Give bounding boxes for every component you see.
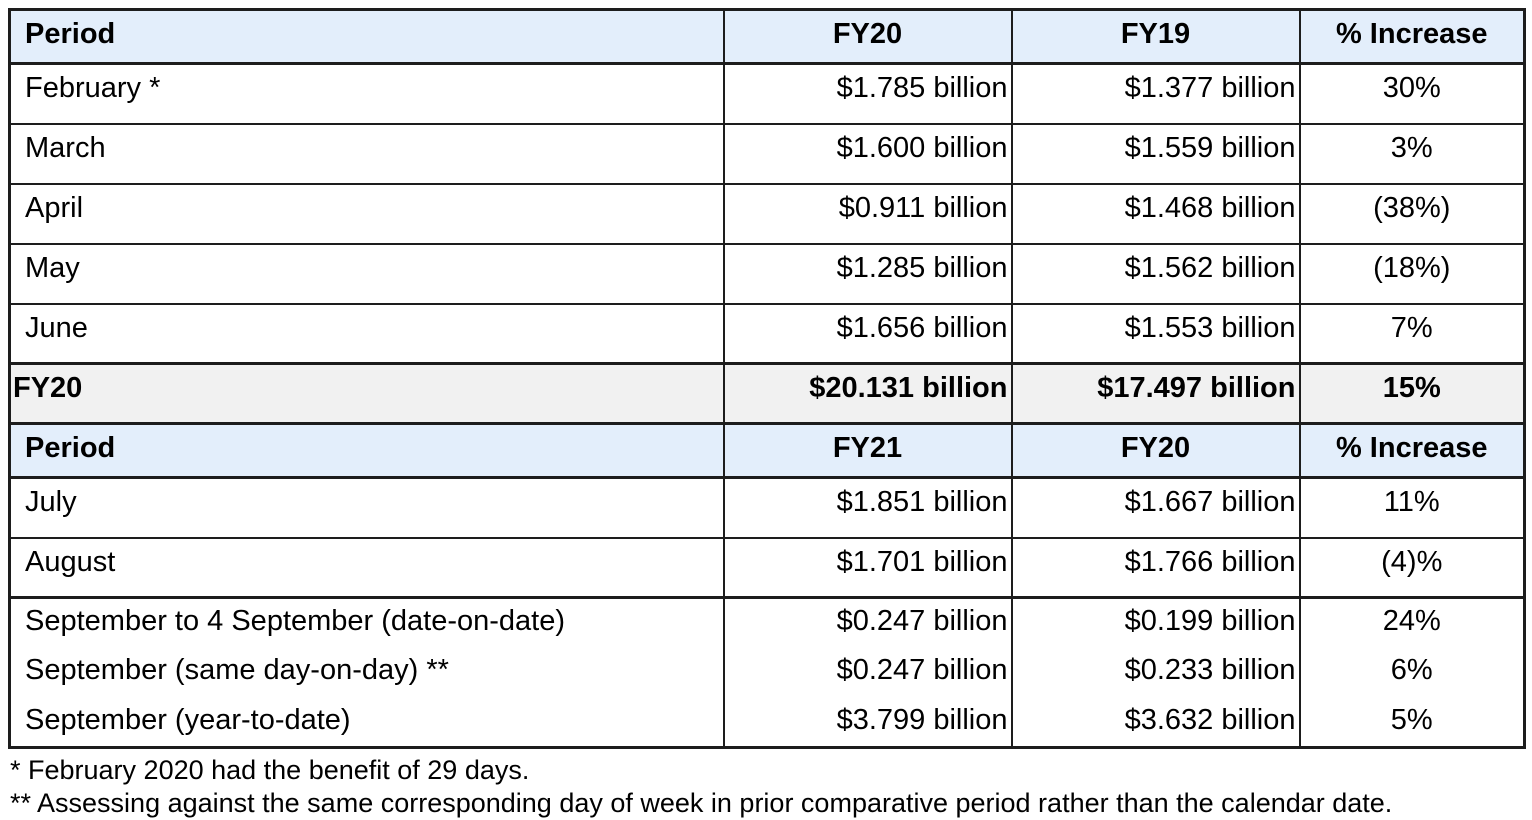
period-cell: April (8, 182, 725, 245)
current-cell: $1.785 billion (722, 62, 1013, 125)
current-cell: $1.600 billion (722, 122, 1013, 185)
increase-cell: 30% (1298, 62, 1526, 125)
increase-cell: 3% (1298, 122, 1526, 185)
prior-cell: $1.766 billion (1010, 536, 1301, 599)
increase-cell: 24% (1298, 596, 1526, 648)
footnote-day-of-week: ** Assessing against the same correspond… (10, 787, 1393, 818)
period-cell: March (8, 122, 725, 185)
header-increase: % Increase (1298, 422, 1526, 479)
current-cell: $1.656 billion (722, 302, 1013, 365)
period-cell: June (8, 302, 725, 365)
period-cell: February * (8, 62, 725, 125)
period-cell: September to 4 September (date-on-date) (8, 596, 725, 648)
current-cell: $1.701 billion (722, 536, 1013, 599)
current-year-header-row: Period FY21 FY20 % Increase (8, 422, 1526, 479)
table-row-april: April $0.911 billion $1.468 billion (38%… (8, 182, 1526, 245)
table-row-august: August $1.701 billion $1.766 billion (4)… (8, 536, 1526, 599)
increase-cell: 7% (1298, 302, 1526, 365)
current-cell: $20.131 billion (722, 362, 1013, 425)
header-fy20: FY20 (1010, 422, 1301, 479)
current-cell: $1.285 billion (722, 242, 1013, 305)
header-fy21: FY21 (722, 422, 1013, 479)
footnotes: * February 2020 had the benefit of 29 da… (10, 754, 1523, 820)
period-cell: September (year-to-date) (8, 697, 725, 749)
increase-cell: (18%) (1298, 242, 1526, 305)
period-cell: July (8, 476, 725, 539)
table-row-july: July $1.851 billion $1.667 billion 11% (8, 476, 1526, 539)
period-cell: August (8, 536, 725, 599)
current-cell: $0.247 billion (722, 596, 1013, 648)
period-cell: May (8, 242, 725, 305)
increase-cell: 11% (1298, 476, 1526, 539)
table-row-fy20-total: FY20 $20.131 billion $17.497 billion 15% (8, 362, 1526, 425)
table-row-may: May $1.285 billion $1.562 billion (18%) (8, 242, 1526, 305)
header-fy19: FY19 (1010, 8, 1301, 65)
current-cell: $1.851 billion (722, 476, 1013, 539)
increase-cell: (38%) (1298, 182, 1526, 245)
table-row-september-day-on-day: September (same day-on-day) ** $0.247 bi… (8, 647, 1526, 698)
prior-cell: $0.233 billion (1010, 647, 1301, 698)
header-fy20: FY20 (722, 8, 1013, 65)
table-row-february: February * $1.785 billion $1.377 billion… (8, 62, 1526, 125)
table-row-september-date-on-date: September to 4 September (date-on-date) … (8, 596, 1526, 648)
prior-cell: $17.497 billion (1010, 362, 1301, 425)
prior-cell: $1.562 billion (1010, 242, 1301, 305)
increase-cell: 6% (1298, 647, 1526, 698)
revenue-comparison-table: Period FY20 FY19 % Increase February * $… (8, 8, 1526, 749)
table-row-march: March $1.600 billion $1.559 billion 3% (8, 122, 1526, 185)
header-increase: % Increase (1298, 8, 1526, 65)
current-cell: $0.911 billion (722, 182, 1013, 245)
prior-cell: $0.199 billion (1010, 596, 1301, 648)
prior-cell: $1.377 billion (1010, 62, 1301, 125)
current-cell: $3.799 billion (722, 697, 1013, 749)
increase-cell: 5% (1298, 697, 1526, 749)
prior-cell: $3.632 billion (1010, 697, 1301, 749)
monthly-header-row: Period FY20 FY19 % Increase (8, 8, 1526, 65)
increase-cell: 15% (1298, 362, 1526, 425)
period-cell: September (same day-on-day) ** (8, 647, 725, 698)
table-row-june: June $1.656 billion $1.553 billion 7% (8, 302, 1526, 365)
prior-cell: $1.553 billion (1010, 302, 1301, 365)
prior-cell: $1.559 billion (1010, 122, 1301, 185)
prior-cell: $1.667 billion (1010, 476, 1301, 539)
increase-cell: (4)% (1298, 536, 1526, 599)
footnote-february: * February 2020 had the benefit of 29 da… (10, 755, 530, 785)
table-row-september-year-to-date: September (year-to-date) $3.799 billion … (8, 697, 1526, 749)
current-cell: $0.247 billion (722, 647, 1013, 698)
header-period: Period (8, 8, 725, 65)
prior-cell: $1.468 billion (1010, 182, 1301, 245)
header-period: Period (8, 422, 725, 479)
period-cell: FY20 (8, 362, 725, 425)
